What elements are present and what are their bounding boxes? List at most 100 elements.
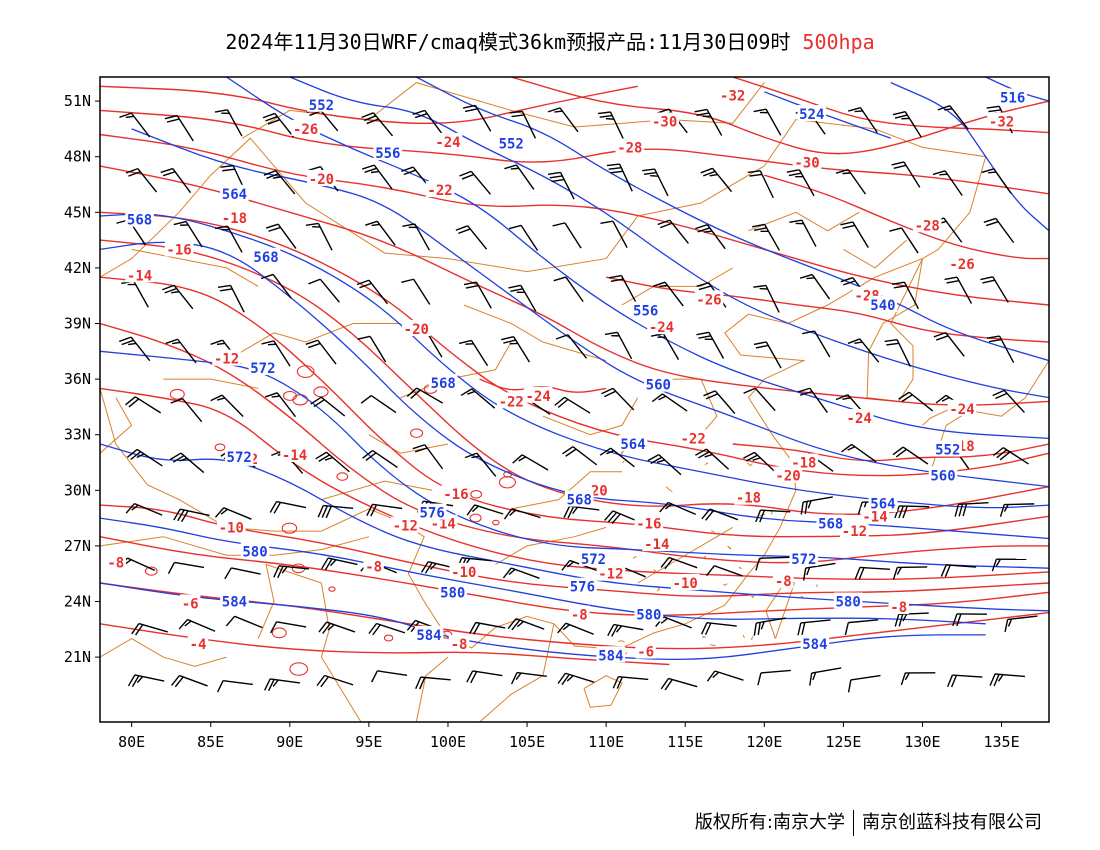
- lat-tick-label: 30N: [64, 481, 91, 499]
- temperature-label: -18: [791, 456, 816, 472]
- copyright-footer: 版权所有:南京大学 南京创蓝科技有限公司: [695, 808, 1042, 836]
- height-label: 568: [431, 376, 456, 392]
- temperature-label: -24: [435, 135, 460, 151]
- temperature-label: -8: [775, 574, 792, 590]
- lon-tick-label: 105E: [509, 733, 545, 751]
- lon-tick-label: 80E: [118, 733, 145, 751]
- temperature-label: -14: [282, 448, 307, 464]
- height-label: 568: [567, 493, 592, 509]
- height-label: 584: [598, 648, 623, 664]
- temperature-label: -12: [214, 352, 239, 368]
- barb-staff: [897, 567, 927, 568]
- temperature-label: -14: [644, 537, 669, 553]
- height-label: 584: [416, 628, 441, 644]
- temperature-label: -20: [404, 322, 429, 338]
- height-label: 580: [835, 595, 860, 611]
- height-label: 572: [791, 552, 816, 568]
- lat-tick-label: 42N: [64, 259, 91, 277]
- barb-feather: [843, 173, 851, 174]
- temperature-label: -12: [393, 519, 418, 535]
- height-label: 568: [818, 517, 843, 533]
- temperature-label: -20: [309, 172, 334, 188]
- lon-tick-label: 100E: [430, 733, 466, 751]
- height-label: 560: [930, 468, 955, 484]
- temperature-label: -24: [525, 389, 550, 405]
- temperature-label: -22: [680, 431, 705, 447]
- temperature-label: -16: [443, 487, 468, 503]
- lat-tick-label: 39N: [64, 315, 91, 333]
- temperature-label: -14: [127, 268, 152, 284]
- temperature-label: -24: [649, 320, 674, 336]
- lon-tick-label: 125E: [825, 733, 861, 751]
- lat-tick-label: 51N: [64, 92, 91, 110]
- temperature-label: -26: [949, 257, 974, 273]
- height-label: 584: [222, 595, 247, 611]
- temperature-label: -22: [427, 183, 452, 199]
- height-label: 524: [799, 107, 824, 123]
- height-label: 556: [633, 304, 658, 320]
- lon-tick-label: 95E: [355, 733, 382, 751]
- height-label: 572: [581, 552, 606, 568]
- height-label: 564: [222, 187, 247, 203]
- temperature-label: -6: [637, 645, 654, 661]
- barb-feather: [855, 111, 863, 112]
- height-label: 568: [253, 250, 278, 266]
- lon-tick-label: 120E: [746, 733, 782, 751]
- lat-tick-label: 27N: [64, 537, 91, 555]
- height-label: 576: [420, 506, 445, 522]
- temperature-label: -24: [949, 402, 974, 418]
- barb-feather: [988, 172, 996, 173]
- barb-feather: [606, 119, 614, 120]
- barb-feather: [371, 172, 379, 173]
- temperature-label: -16: [636, 517, 661, 533]
- height-label: 556: [375, 146, 400, 162]
- lon-tick-label: 115E: [667, 733, 703, 751]
- temperature-label: -10: [451, 565, 476, 581]
- lon-tick-label: 130E: [904, 733, 940, 751]
- temperature-label: -28: [617, 140, 642, 156]
- copyright-owner: 版权所有:南京大学: [695, 812, 845, 833]
- latitude-axis: 51N48N45N42N39N36N33N30N27N24N21N: [64, 92, 100, 666]
- temperature-label: -8: [451, 637, 468, 653]
- temperature-label: -12: [842, 524, 867, 540]
- temperature-label: -8: [571, 608, 588, 624]
- copyright-company: 南京创蓝科技有限公司: [862, 812, 1042, 833]
- height-label: 572: [227, 450, 252, 466]
- temperature-label: -32: [720, 89, 745, 105]
- temperature-label: -12: [598, 567, 623, 583]
- height-label: 564: [870, 496, 895, 512]
- height-label: 568: [127, 213, 152, 229]
- temperature-label: -8: [365, 559, 382, 575]
- lat-tick-label: 36N: [64, 370, 91, 388]
- lat-tick-label: 21N: [64, 648, 91, 666]
- height-label: 576: [570, 580, 595, 596]
- temperature-label: -30: [652, 114, 677, 130]
- barb-feather: [704, 231, 712, 232]
- lat-tick-label: 24N: [64, 593, 91, 611]
- height-label: 580: [242, 544, 267, 560]
- temperature-label: -22: [499, 394, 524, 410]
- temperature-label: -18: [222, 211, 247, 227]
- barb-staff: [1004, 504, 1034, 505]
- lon-tick-label: 90E: [276, 733, 303, 751]
- temperature-label: -26: [293, 122, 318, 138]
- height-label: 572: [250, 361, 275, 377]
- temperature-label: -26: [696, 292, 721, 308]
- barb-feather: [554, 111, 562, 112]
- barb-feather: [760, 289, 768, 290]
- temperature-label: -10: [219, 520, 244, 536]
- height-label: 580: [636, 608, 661, 624]
- temperature-label: -10: [673, 576, 698, 592]
- temperature-label: -30: [794, 155, 819, 171]
- lat-tick-label: 48N: [64, 148, 91, 166]
- height-label: 584: [802, 637, 827, 653]
- temperature-label: -18: [736, 491, 761, 507]
- lat-tick-label: 45N: [64, 203, 91, 221]
- height-label: 516: [1000, 90, 1025, 106]
- lon-tick-label: 110E: [588, 733, 624, 751]
- barb-feather: [939, 174, 947, 175]
- footer-divider: [853, 810, 854, 836]
- height-label: 552: [499, 137, 524, 153]
- temperature-label: -8: [890, 600, 907, 616]
- height-label: 580: [440, 585, 465, 601]
